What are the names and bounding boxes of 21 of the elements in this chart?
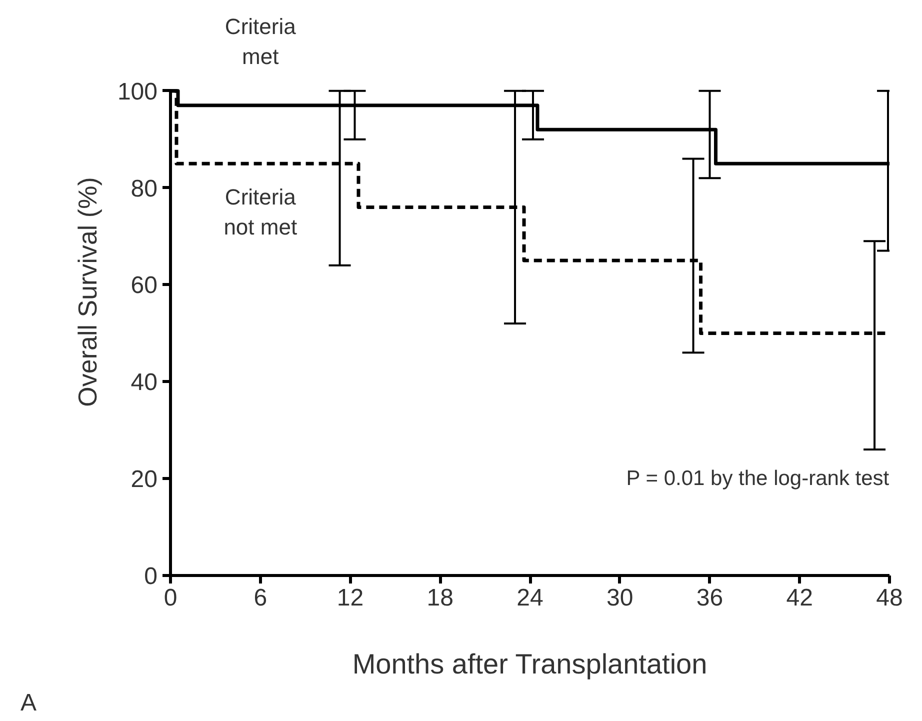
x-tick-label: 30 <box>606 584 634 612</box>
x-tick-label: 42 <box>786 584 813 612</box>
x-tick-label: 18 <box>426 584 454 612</box>
x-tick-label: 24 <box>516 584 544 612</box>
x-tick-label: 36 <box>696 584 724 612</box>
y-tick-label: 60 <box>130 272 158 300</box>
x-tick-label: 6 <box>254 584 268 612</box>
series-label: Criteria not met <box>224 184 298 240</box>
y-tick-label: 0 <box>144 563 158 590</box>
y-tick-label: 40 <box>130 369 158 396</box>
x-tick-label: 12 <box>336 584 364 612</box>
x-tick-label: 0 <box>164 584 178 612</box>
annotation: P = 0.01 by the log-rank test <box>626 467 890 490</box>
y-axis-title: Overall Survival (%) <box>72 177 102 407</box>
text: A <box>20 690 37 716</box>
x-axis-title: Months after Transplantation <box>352 648 708 680</box>
series-label: Criteria met <box>224 14 297 70</box>
y-tick-label: 80 <box>130 175 158 202</box>
y-tick-label: 100 <box>117 78 158 106</box>
y-tick-label: 20 <box>130 466 158 494</box>
x-tick-label: 48 <box>876 584 903 612</box>
